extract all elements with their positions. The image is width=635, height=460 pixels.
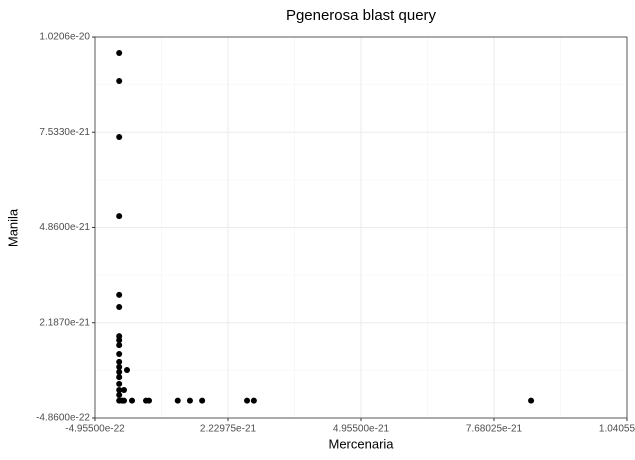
point: [528, 397, 535, 404]
point: [116, 337, 123, 344]
point: [116, 213, 123, 220]
point: [116, 358, 123, 365]
point: [116, 391, 123, 398]
y-axis-title: Manila: [5, 208, 20, 247]
point: [116, 291, 123, 298]
point: [199, 397, 206, 404]
panel-border: [94, 36, 628, 419]
y-tick-label: -4.8600e-22: [36, 413, 90, 424]
point: [244, 397, 251, 404]
x-axis-title: Mercenaria: [328, 436, 394, 451]
y-tick-label: 7.5330e-21: [39, 127, 90, 138]
chart-title: Pgenerosa blast query: [286, 7, 437, 24]
point: [116, 50, 123, 57]
y-tick-label: 4.8600e-21: [39, 222, 90, 233]
point: [116, 368, 123, 375]
point: [174, 397, 181, 404]
point: [116, 364, 123, 371]
y-tick-label: 1.0206e-20: [39, 32, 90, 43]
point: [116, 386, 123, 393]
point: [186, 397, 193, 404]
point: [116, 303, 123, 310]
point: [116, 380, 123, 387]
x-tick-label: 4.95500e-21: [333, 424, 390, 435]
x-tick-label: 7.68025e-21: [466, 424, 523, 435]
point: [250, 397, 257, 404]
y-tick-label: 2.1870e-21: [39, 317, 90, 328]
point: [116, 133, 123, 140]
point: [116, 351, 123, 358]
x-tick-label: -4.95500e-22: [65, 424, 125, 435]
point: [116, 374, 123, 381]
point: [116, 78, 123, 85]
point: [146, 397, 153, 404]
point: [123, 367, 130, 374]
point: [121, 397, 128, 404]
x-tick-label: 2.22975e-21: [200, 424, 257, 435]
point: [121, 386, 128, 393]
point: [129, 397, 136, 404]
x-tick-label: 1.04055e-20: [599, 424, 635, 435]
point: [116, 342, 123, 349]
